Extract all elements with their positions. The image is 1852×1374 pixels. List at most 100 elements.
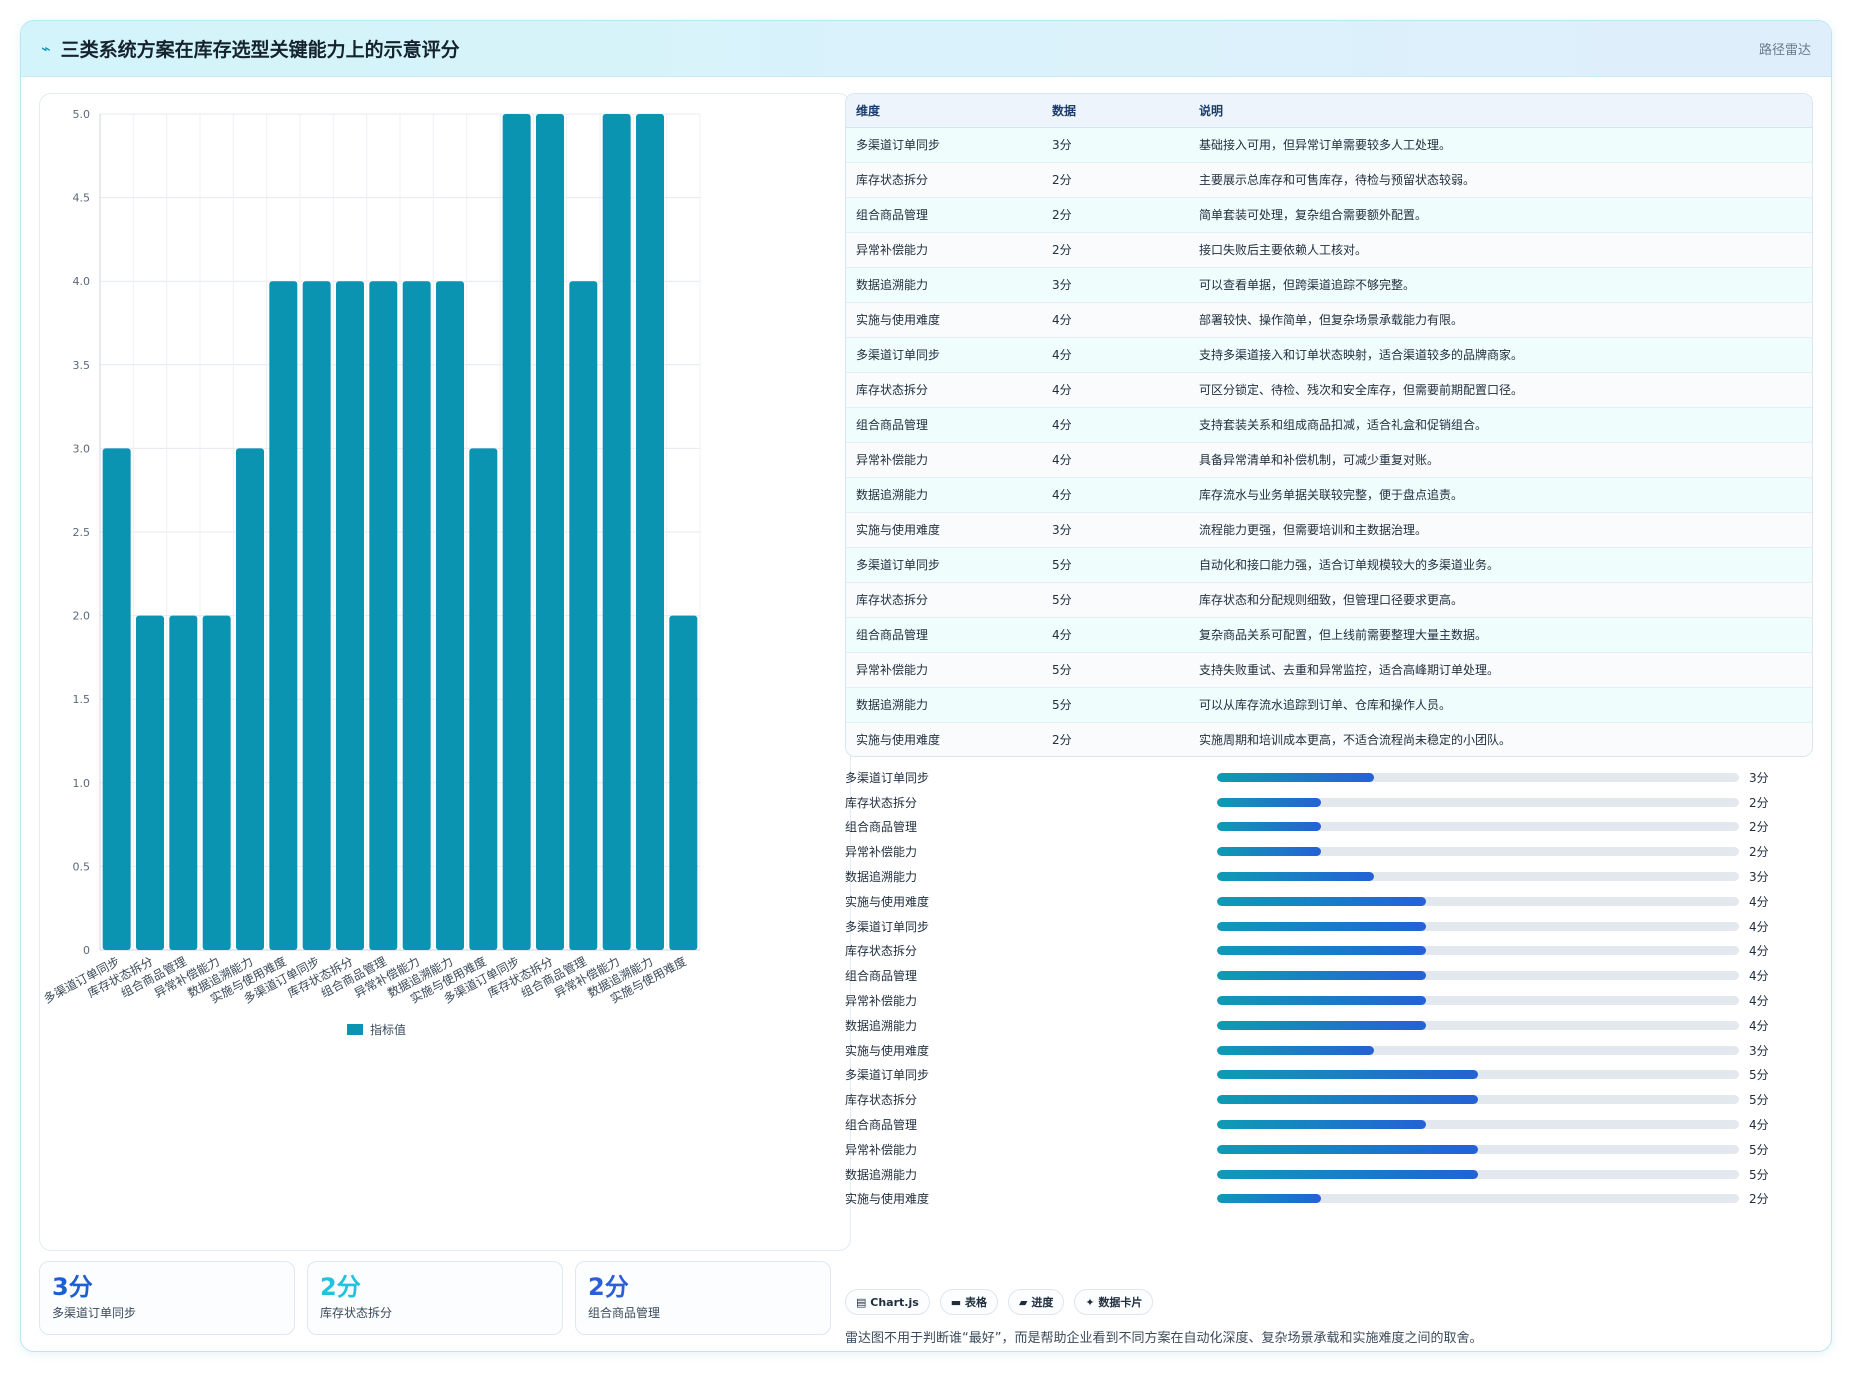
progress-list: 多渠道订单同步 3分 库存状态拆分 2分 组合商品管理 2分 异常补偿能力 2分 数据追溯能力 3… xyxy=(845,765,1813,1211)
cell-description: 支持多渠道接入和订单状态映射，适合渠道较多的品牌商家。 xyxy=(1189,337,1812,373)
chip-table[interactable]: ▬ 表格 xyxy=(939,1289,999,1315)
progress-value: 5分 xyxy=(1749,1093,1769,1108)
cell-score: 5分 xyxy=(1042,687,1189,723)
table-row: 组合商品管理 4分 复杂商品关系可配置，但上线前需要整理大量主数据。 xyxy=(846,617,1812,653)
cell-score: 3分 xyxy=(1042,127,1189,163)
cell-score: 2分 xyxy=(1052,733,1072,748)
chip-label: 表格 xyxy=(965,1296,988,1309)
progress-label: 库存状态拆分 xyxy=(845,1093,918,1108)
bar xyxy=(569,281,598,950)
progress-row: 组合商品管理 4分 xyxy=(845,963,1813,988)
cell-dimension: 组合商品管理 xyxy=(846,407,1042,443)
chip-data-card[interactable]: ✦ 数据卡片 xyxy=(1074,1289,1154,1315)
cell-description: 接口失败后主要依赖人工核对。 xyxy=(1189,232,1812,268)
data-table: 维度 数据 说明 多渠道订单同步 3分 基础接入可用，但异常订单需要较多人工处理。库… xyxy=(846,94,1812,756)
progress-value: 2分 xyxy=(1749,845,1769,860)
cell-dimension: 多渠道订单同步 xyxy=(846,337,1042,373)
progress-track xyxy=(1217,1144,1739,1154)
progress-value: 4分 xyxy=(1749,1118,1769,1133)
progress-track xyxy=(1217,772,1739,782)
chip-label: 进度 xyxy=(1031,1296,1054,1309)
progress-value: 4分 xyxy=(1749,944,1769,959)
progress-track xyxy=(1217,946,1739,956)
stat-card: 3分 多渠道订单同步 xyxy=(39,1261,295,1335)
progress-label: 实施与使用难度 xyxy=(845,1192,930,1207)
cell-score: 5分 xyxy=(1042,547,1189,583)
progress-row: 实施与使用难度 4分 xyxy=(845,889,1813,914)
cell-description: 可以查看单据，但跨渠道追踪不够完整。 xyxy=(1189,267,1812,303)
progress-row: 多渠道订单同步 5分 xyxy=(845,1063,1813,1088)
table-row: 数据追溯能力 4分 库存流水与业务单据关联较完整，便于盘点追责。 xyxy=(846,477,1812,513)
cell-description: 简单套装可处理，复杂组合需要额外配置。 xyxy=(1189,197,1812,233)
progress-label: 多渠道订单同步 xyxy=(845,770,930,785)
progress-track xyxy=(1217,797,1739,807)
stat-value: 3分 xyxy=(52,1273,93,1301)
bar xyxy=(336,281,364,950)
cell-score: 2分 xyxy=(1042,162,1189,198)
progress-label: 数据追溯能力 xyxy=(845,1018,918,1033)
table-row: 实施与使用难度 3分 流程能力更强，但需要培训和主数据治理。 xyxy=(846,512,1812,548)
progress-value: 3分 xyxy=(1749,1043,1769,1058)
cell-description: 可区分锁定、待检、残次和安全库存，但需要前期配置口径。 xyxy=(1189,372,1812,408)
cell-dimension: 异常补偿能力 xyxy=(846,652,1042,688)
progress-value: 2分 xyxy=(1749,1192,1769,1207)
cell-dimension: 数据追溯能力 xyxy=(846,477,1042,513)
chip-chartjs[interactable]: ▤ Chart.js xyxy=(845,1289,930,1315)
bar xyxy=(202,615,231,950)
cell-description: 可以从库存流水追踪到订单、仓库和操作人员。 xyxy=(1189,687,1812,723)
y-tick-label: 0 xyxy=(83,944,90,957)
legend-swatch xyxy=(347,1024,363,1035)
progress-label: 库存状态拆分 xyxy=(845,944,918,959)
cell-description: 实施周期和培训成本更高，不适合流程尚未稳定的小团队。 xyxy=(1199,733,1512,748)
progress-row: 库存状态拆分 5分 xyxy=(845,1087,1813,1112)
cell-description: 主要展示总库存和可售库存，待检与预留状态较弱。 xyxy=(1189,162,1812,198)
cell-dimension: 实施与使用难度 xyxy=(846,512,1042,548)
table-row: 异常补偿能力 5分 支持失败重试、去重和异常监控，适合高峰期订单处理。 xyxy=(846,652,1812,688)
progress-track xyxy=(1217,1095,1739,1105)
table-row: 组合商品管理 2分 简单套装可处理，复杂组合需要额外配置。 xyxy=(846,197,1812,233)
progress-fill xyxy=(1217,822,1322,832)
progress-row: 异常补偿能力 2分 xyxy=(845,839,1813,864)
stat-value: 2分 xyxy=(588,1273,629,1301)
cell-description: 具备异常清单和补偿机制，可减少重复对账。 xyxy=(1189,442,1812,478)
cell-dimension: 组合商品管理 xyxy=(846,197,1042,233)
column-header-dimension: 维度 xyxy=(846,94,1042,128)
progress-track xyxy=(1217,822,1739,832)
cell-dimension: 异常补偿能力 xyxy=(846,232,1042,268)
cell-description: 支持失败重试、去重和异常监控，适合高峰期订单处理。 xyxy=(1189,652,1812,688)
data-table-panel: 维度 数据 说明 多渠道订单同步 3分 基础接入可用，但异常订单需要较多人工处理。库… xyxy=(845,93,1813,757)
cell-dimension: 库存状态拆分 xyxy=(846,162,1042,198)
bar xyxy=(469,448,498,950)
header-bar: ⌁ 三类系统方案在库存选型关键能力上的示意评分 路径雷达 xyxy=(21,21,1831,77)
progress-fill xyxy=(1217,1095,1478,1105)
cell-description: 自动化和接口能力强，适合订单规模较大的多渠道业务。 xyxy=(1189,547,1812,583)
stat-label: 多渠道订单同步 xyxy=(52,1306,137,1320)
progress-fill xyxy=(1217,797,1322,807)
dashboard-card: ⌁ 三类系统方案在库存选型关键能力上的示意评分 路径雷达 0 0.5 1.0 1.5 2… xyxy=(20,20,1832,1352)
stat-label: 库存状态拆分 xyxy=(320,1306,393,1320)
progress-label: 异常补偿能力 xyxy=(845,845,918,860)
bar xyxy=(136,615,164,950)
y-tick-label: 5.0 xyxy=(73,108,91,121)
progress-value: 5分 xyxy=(1749,1142,1769,1157)
bar-chart-panel: 0 0.5 1.0 1.5 2.0 2.5 3.0 3.5 4.0 4.5 5.0 多渠道订单同步 库存… xyxy=(39,93,851,1251)
cell-dimension: 数据追溯能力 xyxy=(846,687,1042,723)
header-tag: 路径雷达 xyxy=(1758,43,1811,58)
bar xyxy=(636,114,664,950)
cell-score: 4分 xyxy=(1042,337,1189,373)
table-row: 库存状态拆分 2分 主要展示总库存和可售库存，待检与预留状态较弱。 xyxy=(846,162,1812,198)
table-row: 异常补偿能力 2分 接口失败后主要依赖人工核对。 xyxy=(846,232,1812,268)
cell-description: 流程能力更强，但需要培训和主数据治理。 xyxy=(1189,512,1812,548)
progress-row: 异常补偿能力 4分 xyxy=(845,988,1813,1013)
cell-dimension: 异常补偿能力 xyxy=(846,442,1042,478)
progress-fill xyxy=(1217,1144,1478,1154)
progress-label: 组合商品管理 xyxy=(845,969,918,984)
bar xyxy=(502,114,531,950)
chip-progress[interactable]: ▰ 进度 xyxy=(1008,1289,1065,1315)
progress-row: 组合商品管理 2分 xyxy=(845,815,1813,840)
progress-value: 4分 xyxy=(1749,919,1769,934)
progress-track xyxy=(1217,1020,1739,1030)
table-row: 数据追溯能力 5分 可以从库存流水追踪到订单、仓库和操作人员。 xyxy=(846,687,1812,723)
cell-score: 2分 xyxy=(1042,197,1189,233)
cell-dimension: 实施与使用难度 xyxy=(856,733,941,748)
